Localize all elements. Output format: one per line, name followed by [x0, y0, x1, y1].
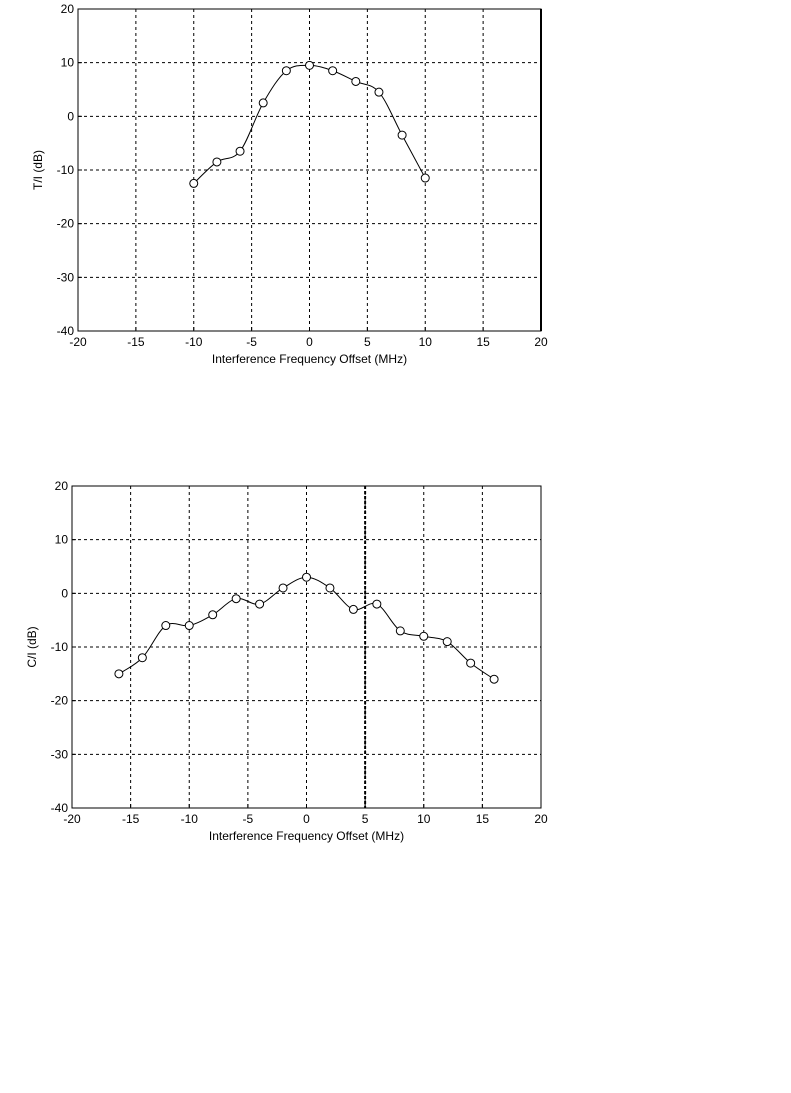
- chart-1: -20 -15 -10 -5 0 5 10 15 20 20 10 0 -10 -20 -30 -40 Inte…: [31, 2, 548, 366]
- data-point-marker: [255, 599, 265, 609]
- data-point-marker: [114, 669, 124, 679]
- y-axis-label: T/I (dB): [31, 150, 45, 190]
- x-tick-label: 10: [419, 335, 433, 349]
- data-point-marker: [325, 583, 335, 593]
- x-axis-label: Interference Frequency Offset (MHz): [209, 829, 404, 843]
- y-tick-label: -20: [51, 694, 69, 708]
- data-point-marker: [161, 621, 171, 631]
- y-tick-label: 20: [61, 2, 75, 16]
- data-point-marker: [348, 604, 358, 614]
- data-point-marker: [235, 146, 245, 156]
- series-line: [118, 576, 495, 680]
- data-point-marker: [328, 66, 338, 76]
- data-point-marker: [395, 626, 405, 636]
- x-tick-label: -5: [246, 335, 257, 349]
- y-tick-label: -10: [57, 163, 75, 177]
- y-tick-label: 10: [61, 56, 75, 70]
- y-axis-label: C/I (dB): [25, 626, 39, 667]
- data-point-marker: [397, 130, 407, 140]
- data-point-marker: [442, 637, 452, 647]
- x-tick-label: 20: [534, 812, 548, 826]
- x-tick-label: 0: [306, 335, 313, 349]
- data-point-marker: [419, 631, 429, 641]
- x-tick-label: 10: [417, 812, 431, 826]
- y-tick-label: 0: [67, 109, 74, 123]
- data-point-marker: [137, 653, 147, 663]
- y-tick-label: -40: [51, 801, 69, 815]
- data-point-marker: [351, 76, 361, 86]
- x-tick-label: -5: [243, 812, 254, 826]
- y-tick-label: -30: [57, 270, 75, 284]
- y-tick-label: -10: [51, 640, 69, 654]
- x-tick-label: 15: [476, 335, 490, 349]
- y-tick-label: 10: [55, 533, 69, 547]
- x-tick-label: -20: [63, 812, 81, 826]
- x-tick-label: -20: [69, 335, 87, 349]
- x-tick-label: -15: [122, 812, 140, 826]
- y-tick-label: -30: [51, 747, 69, 761]
- x-tick-label: -10: [181, 812, 199, 826]
- data-point-marker: [489, 674, 499, 684]
- data-point-marker: [281, 66, 291, 76]
- x-tick-label: 15: [476, 812, 490, 826]
- data-point-marker: [212, 157, 222, 167]
- data-point-marker: [189, 178, 199, 188]
- x-tick-label: -10: [185, 335, 203, 349]
- y-tick-label: 0: [61, 586, 68, 600]
- data-point-marker: [374, 87, 384, 97]
- x-tick-label: 5: [364, 335, 371, 349]
- data-point-marker: [305, 60, 314, 70]
- chart-2: -20 -15 -10 -5 0 5 10 15 20 20 10 0 -10 -20 -30 -40 Inte…: [25, 479, 548, 843]
- data-point-marker: [466, 658, 476, 668]
- x-tick-label: 20: [534, 335, 548, 349]
- y-tick-label: -20: [57, 217, 75, 231]
- x-axis-label: Interference Frequency Offset (MHz): [212, 352, 407, 366]
- x-tick-label: 5: [362, 812, 369, 826]
- data-point-marker: [278, 583, 288, 593]
- x-tick-label: -15: [127, 335, 145, 349]
- data-point-marker: [420, 173, 430, 183]
- data-point-marker: [208, 610, 218, 620]
- data-point-marker: [372, 599, 382, 609]
- data-point-marker: [184, 621, 194, 631]
- y-tick-label: -40: [57, 324, 75, 338]
- data-point-marker: [231, 594, 241, 604]
- data-point-marker: [302, 572, 311, 582]
- data-point-marker: [258, 98, 268, 108]
- x-tick-label: 0: [303, 812, 310, 826]
- y-tick-label: 20: [55, 479, 69, 493]
